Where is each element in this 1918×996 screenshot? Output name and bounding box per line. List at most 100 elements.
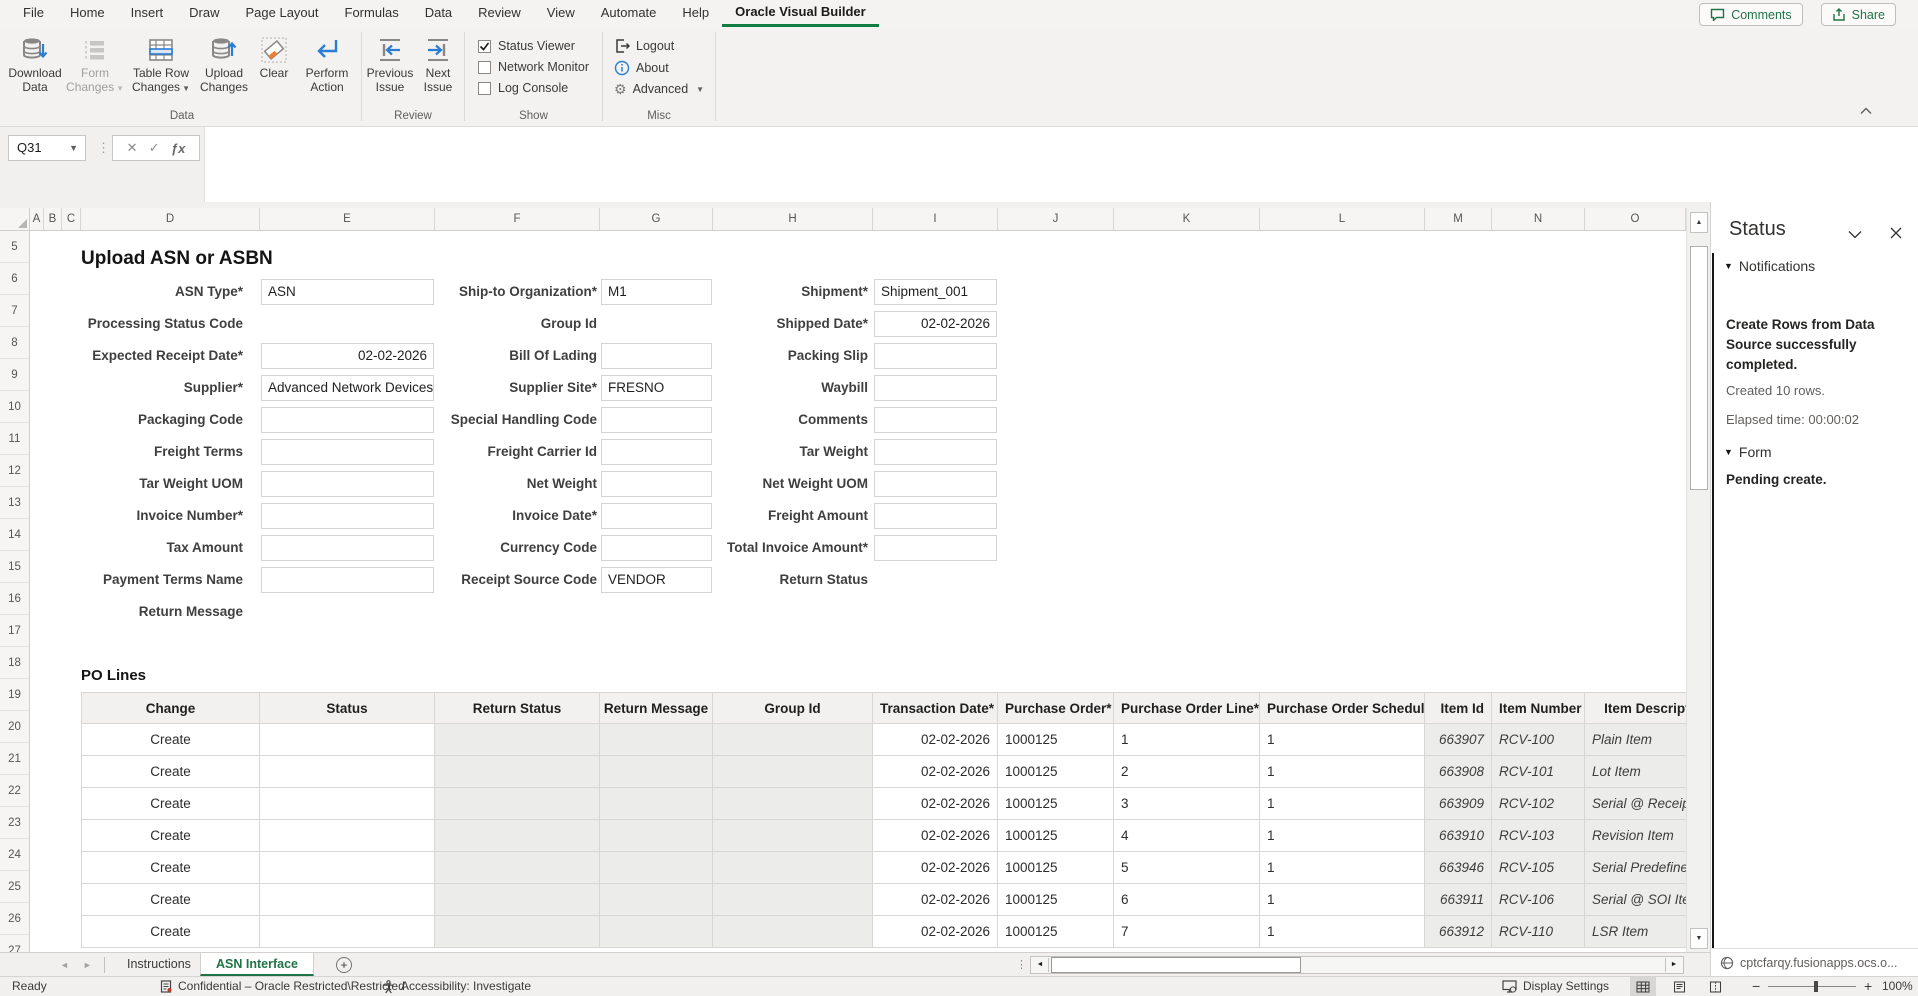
perform-action-button[interactable]: Perform Action [296, 32, 358, 94]
po-header-purchase-order[interactable]: Purchase Order* [998, 692, 1114, 724]
cell-transaction-date[interactable]: 02-02-2026 [873, 788, 998, 820]
cell-item-description[interactable]: Serial Predefined [1585, 852, 1686, 884]
name-box-splitter[interactable]: ⋮ [97, 140, 110, 155]
cell-po-line[interactable]: 2 [1114, 756, 1260, 788]
cell-po-line[interactable]: 3 [1114, 788, 1260, 820]
comments-button[interactable]: Comments [1699, 3, 1803, 26]
scrollbar-splitter[interactable]: ⋮ [1016, 959, 1027, 971]
ribbon-tab[interactable]: Formulas [344, 5, 399, 20]
row-header[interactable]: 8 [0, 327, 29, 359]
cell-status[interactable] [260, 884, 435, 916]
field-value-cell[interactable] [874, 471, 997, 497]
column-header[interactable]: K [1114, 208, 1260, 230]
field-value-cell[interactable] [601, 311, 712, 337]
page-break-view-button[interactable] [1702, 977, 1728, 996]
cell-change[interactable]: Create [81, 724, 260, 756]
cell-item-number[interactable]: RCV-103 [1492, 820, 1585, 852]
row-header[interactable]: 10 [0, 391, 29, 423]
cell-item-id[interactable]: 663908 [1425, 756, 1492, 788]
ribbon-tab[interactable]: Review [478, 5, 521, 20]
row-header[interactable]: 17 [0, 615, 29, 647]
row-header[interactable]: 12 [0, 455, 29, 487]
cell-change[interactable]: Create [81, 884, 260, 916]
row-header[interactable]: 15 [0, 551, 29, 583]
column-header[interactable]: D [81, 208, 260, 230]
cell-return-status[interactable] [435, 820, 600, 852]
ribbon-tab[interactable]: Help [682, 5, 710, 20]
cell-return-message[interactable] [600, 788, 713, 820]
cell-change[interactable]: Create [81, 756, 260, 788]
cell-group-id[interactable] [713, 884, 873, 916]
zoom-out-icon[interactable]: − [1752, 978, 1761, 994]
row-header[interactable]: 19 [0, 679, 29, 711]
accessibility-status[interactable]: Accessibility: Investigate [382, 977, 531, 996]
ribbon-tab[interactable]: Insert [130, 5, 164, 20]
column-header[interactable]: A [30, 208, 44, 230]
cell-transaction-date[interactable]: 02-02-2026 [873, 820, 998, 852]
field-value-cell[interactable] [261, 311, 434, 337]
ribbon-checkbox[interactable]: Network Monitor [478, 60, 589, 74]
cell-po-schedule[interactable]: 1 [1260, 724, 1425, 756]
row-header[interactable]: 9 [0, 359, 29, 391]
cell-item-description[interactable]: Lot Item [1585, 756, 1686, 788]
field-value-cell[interactable] [874, 375, 997, 401]
chevron-down-icon[interactable]: ▼ [69, 143, 78, 153]
scroll-up-icon[interactable]: ▲ [1690, 212, 1708, 233]
field-value-cell[interactable] [601, 503, 712, 529]
cell-status[interactable] [260, 788, 435, 820]
cell-po-line[interactable]: 1 [1114, 724, 1260, 756]
cell-purchase-order[interactable]: 1000125 [998, 884, 1114, 916]
cell-po-schedule[interactable]: 1 [1260, 916, 1425, 948]
cell-return-message[interactable] [600, 916, 713, 948]
zoom-in-icon[interactable]: + [1864, 978, 1873, 994]
field-value-cell[interactable] [601, 407, 712, 433]
row-header[interactable]: 27 [0, 935, 29, 952]
field-value-cell[interactable] [874, 343, 997, 369]
cell-return-status[interactable] [435, 884, 600, 916]
field-value-cell[interactable] [601, 535, 712, 561]
cell-change[interactable]: Create [81, 916, 260, 948]
cell-group-id[interactable] [713, 916, 873, 948]
field-value-cell[interactable] [261, 503, 434, 529]
vertical-scrollbar-thumb[interactable] [1690, 246, 1708, 490]
field-value-cell[interactable]: ASN [261, 279, 434, 305]
logout-button[interactable]: Logout [614, 38, 704, 54]
po-header-transaction-date[interactable]: Transaction Date* [873, 692, 998, 724]
row-header[interactable]: 18 [0, 647, 29, 679]
share-button[interactable]: Share [1820, 3, 1896, 26]
ribbon-checkbox[interactable]: Status Viewer [478, 39, 589, 53]
row-header[interactable]: 24 [0, 839, 29, 871]
column-header[interactable]: H [713, 208, 873, 230]
collapse-ribbon-button[interactable] [1860, 102, 1872, 120]
column-header[interactable]: J [998, 208, 1114, 230]
field-value-cell[interactable] [601, 439, 712, 465]
field-value-cell[interactable] [261, 567, 434, 593]
row-header[interactable]: 6 [0, 263, 29, 295]
next-issue-button[interactable]: Next Issue [415, 32, 461, 94]
row-header[interactable]: 11 [0, 423, 29, 455]
ribbon-checkbox[interactable]: Log Console [478, 81, 589, 95]
row-header[interactable]: 13 [0, 487, 29, 519]
cell-item-description[interactable]: LSR Item [1585, 916, 1686, 948]
enter-icon[interactable]: ✓ [148, 140, 160, 155]
row-header[interactable]: 25 [0, 871, 29, 903]
row-header[interactable]: 20 [0, 711, 29, 743]
cell-item-number[interactable]: RCV-106 [1492, 884, 1585, 916]
ribbon-tab[interactable]: Data [424, 5, 453, 20]
field-value-cell[interactable] [874, 535, 997, 561]
field-value-cell[interactable]: Advanced Network Devices [261, 375, 434, 401]
cell-return-status[interactable] [435, 724, 600, 756]
row-header[interactable]: 14 [0, 519, 29, 551]
column-header[interactable]: L [1260, 208, 1425, 230]
po-header-return-status[interactable]: Return Status [435, 692, 600, 724]
field-value-cell[interactable] [874, 567, 997, 593]
field-value-cell[interactable] [874, 439, 997, 465]
cell-status[interactable] [260, 724, 435, 756]
table-row-changes-button[interactable]: Table Row Changes ▼ [126, 32, 196, 96]
column-header[interactable]: E [260, 208, 435, 230]
ribbon-tab[interactable]: Home [69, 5, 105, 20]
pane-footer-url[interactable]: cptcfarqy.fusionapps.ocs.o... [1740, 955, 1898, 970]
upload-changes-button[interactable]: Upload Changes [196, 32, 252, 94]
cell-change[interactable]: Create [81, 852, 260, 884]
sheet-tab-instructions[interactable]: Instructions [127, 957, 191, 971]
